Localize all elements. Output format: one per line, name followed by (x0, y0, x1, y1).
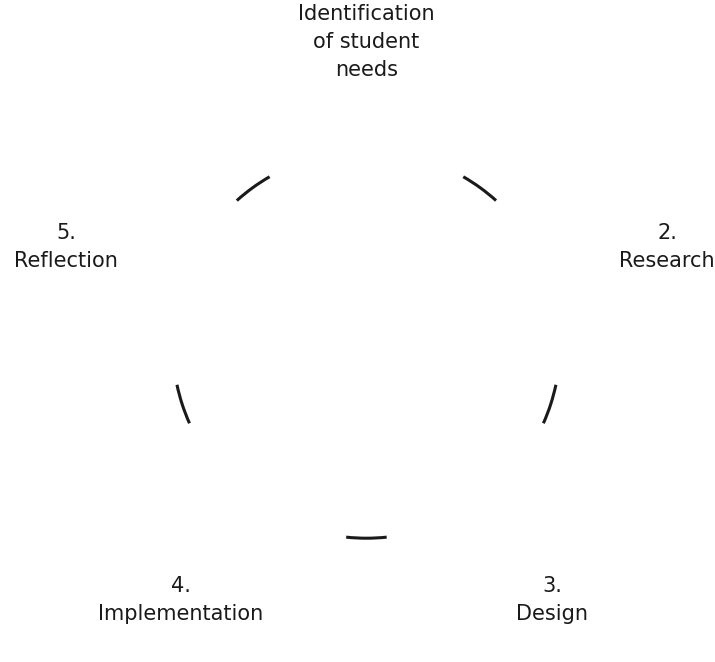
Text: 4.
Implementation: 4. Implementation (98, 576, 263, 624)
Text: 1.
Identification
of student
needs: 1. Identification of student needs (298, 0, 435, 81)
Text: 3.
Design: 3. Design (516, 576, 588, 624)
Text: 2.
Research: 2. Research (619, 223, 715, 271)
Text: 5.
Reflection: 5. Reflection (14, 223, 118, 271)
